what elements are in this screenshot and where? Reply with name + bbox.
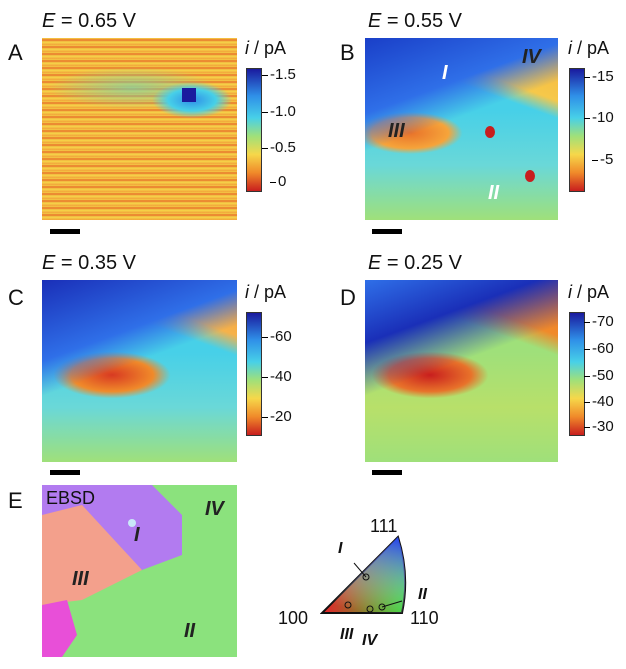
panel-b-letter: B [340, 40, 355, 65]
ebsd-region-i: I [134, 524, 140, 546]
corner-100: 100 [278, 608, 309, 628]
panel-a-potential: E = 0.65 V [42, 10, 136, 32]
ebsd-label: EBSD [46, 488, 96, 508]
tick: 0 [269, 173, 287, 190]
tick: -5 [591, 151, 614, 168]
sem-map-d [365, 280, 558, 462]
sem-map-a [42, 38, 237, 220]
scale-bar [372, 470, 402, 475]
panel-d-potential: E = 0.25 V [368, 252, 462, 274]
ebsd-map [42, 485, 237, 657]
grain-iii [42, 505, 142, 605]
ebsd-grains [42, 485, 237, 657]
dark-spot [182, 88, 196, 102]
region-label-ii: II [488, 182, 500, 204]
colorbar-c-label: i / pA [245, 282, 287, 302]
sem-map-b [365, 38, 558, 220]
tick: -60 [262, 328, 292, 345]
panel-c-letter: C [8, 285, 24, 310]
tick: -40 [584, 393, 614, 410]
tick: -15 [584, 68, 614, 85]
tick: -10 [584, 109, 614, 126]
red-spot [485, 126, 495, 138]
tick: -70 [584, 313, 614, 330]
tick: -50 [584, 367, 614, 384]
colorbar-a-label: i / pA [245, 38, 287, 58]
ipf-point-iii: III [340, 626, 354, 643]
arrow-ii [381, 600, 403, 608]
ipf-point-i: I [338, 540, 343, 557]
grain-iv [152, 485, 237, 525]
tick: -20 [262, 408, 292, 425]
point-iv [366, 605, 374, 613]
point-i [362, 573, 370, 581]
corner-111: 111 [370, 516, 398, 536]
panel-c-potential: E = 0.35 V [42, 252, 136, 274]
colorbar-d [569, 312, 585, 436]
scale-bar [50, 470, 80, 475]
red-spot [525, 170, 535, 182]
colorbar-b-label: i / pA [568, 38, 610, 58]
tick: -30 [584, 418, 614, 435]
colorbar-c [246, 312, 262, 436]
tick: -1.5 [262, 66, 296, 83]
tick: -60 [584, 340, 614, 357]
ebsd-region-iii: III [72, 568, 89, 590]
colorbar-d-label: i / pA [568, 282, 610, 302]
panel-a-letter: A [8, 40, 23, 65]
panel-b-potential: E = 0.55 V [368, 10, 462, 32]
ebsd-region-iv: IV [205, 498, 224, 520]
panel-e-letter: E [8, 488, 23, 513]
tick: -40 [262, 368, 292, 385]
colorbar-a [246, 68, 262, 192]
grain-spot [128, 519, 136, 527]
scale-bar [372, 229, 402, 234]
tick: -1.0 [262, 103, 296, 120]
inverse-pole-figure [320, 535, 407, 614]
grain-edge [42, 600, 77, 657]
panel-d-letter: D [340, 285, 356, 310]
ebsd-region-ii: II [184, 620, 196, 642]
colorbar-b [569, 68, 585, 192]
ipf-point-iv: IV [362, 632, 378, 649]
region-label-iv: IV [522, 46, 541, 68]
e-symbol: E [42, 10, 56, 32]
corner-110: 110 [410, 608, 439, 628]
ipf-point-ii: II [418, 586, 427, 603]
region-label-i: I [442, 62, 448, 84]
region-label-iii: III [388, 120, 405, 142]
scale-bar [50, 229, 80, 234]
point-iii [344, 601, 352, 609]
sem-map-c [42, 280, 237, 462]
point-ii [378, 603, 386, 611]
arrow-i [353, 562, 367, 578]
tick: -0.5 [262, 139, 296, 156]
